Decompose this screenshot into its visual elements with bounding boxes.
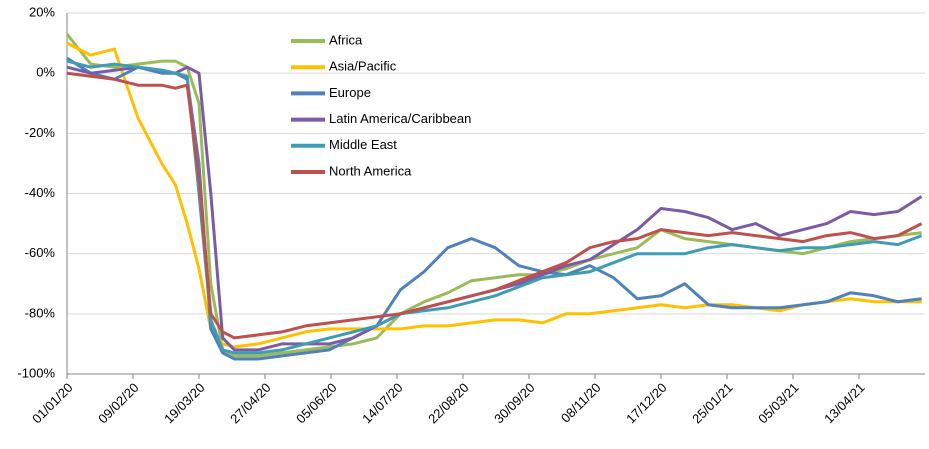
- legend-label: Europe: [329, 85, 371, 100]
- legend-label: North America: [329, 163, 412, 178]
- x-tick-label: 08/11/20: [558, 380, 604, 426]
- y-tick-label: -60%: [25, 245, 56, 260]
- x-tick-label: 27/04/20: [227, 380, 273, 426]
- y-tick-label: -80%: [25, 305, 56, 320]
- legend-label: Latin America/Caribbean: [329, 111, 471, 126]
- x-tick-label: 05/06/20: [293, 380, 339, 426]
- y-tick-label: 0%: [36, 65, 55, 80]
- x-tick-label: 05/03/21: [755, 380, 801, 426]
- legend-label: Africa: [329, 32, 363, 47]
- y-tick-label: -100%: [17, 365, 55, 380]
- series-line: [66, 59, 923, 355]
- y-tick-label: -20%: [25, 125, 56, 140]
- y-tick-label: -40%: [25, 185, 56, 200]
- x-tick-label: 17/12/20: [623, 380, 669, 426]
- legend-label: Asia/Pacific: [329, 59, 397, 74]
- x-tick-label: 25/01/21: [689, 380, 735, 426]
- x-tick-label: 19/03/20: [161, 380, 207, 426]
- x-tick-label: 13/04/21: [821, 380, 867, 426]
- x-tick-label: 22/08/20: [425, 380, 471, 426]
- series-line: [66, 71, 923, 340]
- x-tick-label: 01/01/20: [29, 380, 75, 426]
- y-tick-label: 20%: [29, 4, 55, 19]
- x-tick-label: 09/02/20: [95, 380, 141, 426]
- x-tick-label: 30/09/20: [491, 380, 537, 426]
- legend-label: Middle East: [329, 137, 397, 152]
- x-tick-label: 14/07/20: [359, 380, 405, 426]
